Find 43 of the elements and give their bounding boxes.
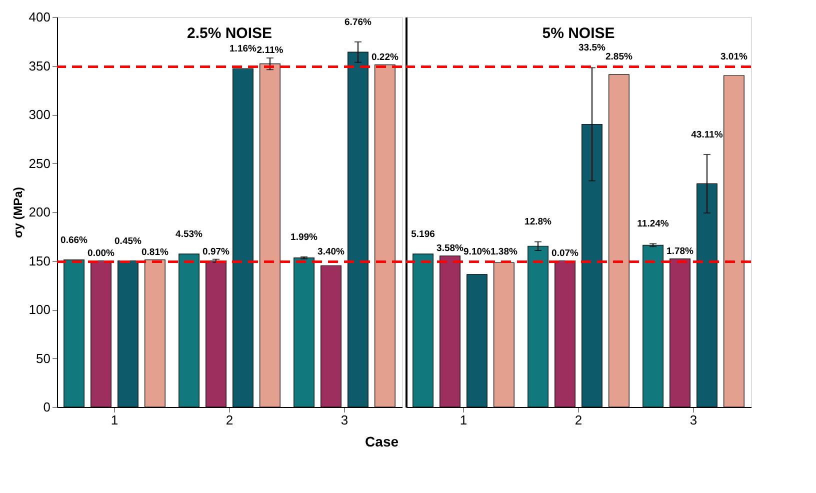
y-tick-label: 250 [28,156,50,171]
y-tick-label: 150 [28,253,50,268]
annotation: 6.76% [344,16,372,28]
annotation: 43.11% [691,129,724,140]
annotation: 1.99% [290,232,318,243]
annotation: 0.45% [114,236,142,247]
annotation: 0.07% [552,248,580,259]
annotation: 2.11% [256,44,284,56]
text: 2.5% NOISE [186,25,272,42]
text: 5% NOISE [542,25,615,42]
y-axis-title: σy (MPa) [10,187,25,238]
y-tick-label: 50 [36,350,50,366]
annotation: 11.24% [637,218,670,230]
x-axis-title: Case [365,434,399,450]
y-tick-label: 300 [28,107,50,122]
annotation: 3.01% [720,52,748,63]
x-tick-label: 2 [574,412,582,428]
annotation: 4.53% [176,228,204,240]
annotation: 0.66% [60,234,88,246]
y-tick-label: 0 [43,400,50,414]
annotation: 2.85% [606,52,633,63]
y-tick-label: 350 [28,58,50,74]
annotation: 0.00% [88,248,116,259]
x-tick-label: 2 [226,412,234,428]
annotation: 12.8% [524,216,552,228]
annotation: 9.10% [464,246,492,258]
annotation: 33.5% [578,42,606,54]
y-tick-label: 200 [28,204,50,220]
y-tick-label: 400 [28,10,50,24]
annotation: 1.16% [230,44,258,55]
y-tick-label: 100 [28,302,50,317]
annotation: 0.22% [372,52,399,63]
x-tick-label: 3 [690,412,698,428]
annotation: 0.97% [202,246,230,258]
annotation: 3.40% [318,246,346,258]
x-tick-label: 1 [460,412,468,428]
x-tick-label: 3 [340,412,348,428]
annotation: 1.38% [490,246,518,258]
annotation: 5.196 [411,228,435,240]
x-tick-label: 1 [110,412,118,428]
annotation: 1.78% [666,246,694,257]
annotation: 3.58% [436,242,464,254]
annotation: 0.81% [142,246,169,258]
